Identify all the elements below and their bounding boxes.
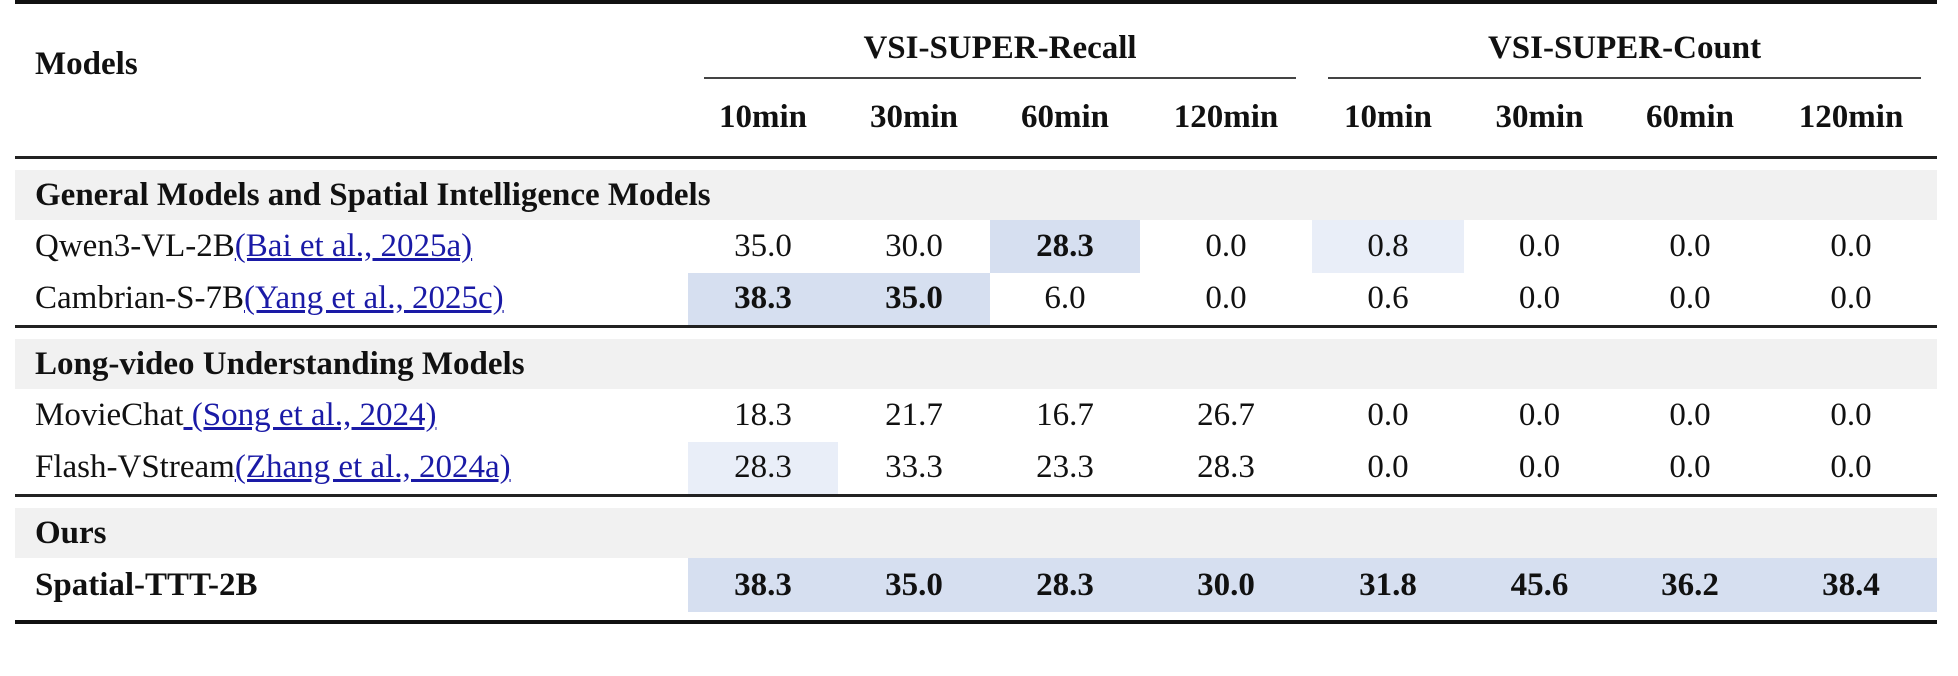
score-cell: 18.3: [734, 397, 792, 433]
score-cell: 36.2: [1615, 558, 1766, 612]
score-cell: 35.0: [838, 273, 990, 326]
score-cell: 0.0: [1669, 280, 1711, 317]
duration-header: 10min: [718, 98, 807, 135]
score-cell: 30.0: [885, 228, 943, 264]
table-row: Qwen3-VL-2B(Bai et al., 2025a) 35.0 30.0 28…: [15, 220, 1937, 273]
section-title: General Models and Spatial Intelligence …: [15, 170, 1938, 220]
table-row: MovieChat (Song et al., 2024) 18.3 21.7 16.…: [15, 389, 1937, 442]
score-cell: 0.6: [1367, 280, 1409, 317]
score-cell: 0.0: [1367, 449, 1409, 486]
section-title: Ours: [15, 508, 1938, 558]
score-cell: 35.0: [734, 228, 792, 264]
score-cell: 26.7: [1197, 397, 1255, 433]
score-cell: 28.3: [1197, 449, 1255, 486]
results-table-container: Models VSI-SUPER-Recall VSI-SUPER-Count …: [15, 0, 1938, 624]
score-cell: 23.3: [1036, 449, 1094, 486]
score-cell: 0.0: [1518, 228, 1561, 264]
model-name: Flash-VStream: [35, 449, 235, 486]
score-cell: 0.0: [1518, 397, 1561, 433]
score-cell: 33.3: [885, 449, 943, 486]
section-rule: [15, 326, 1938, 339]
model-name: Qwen3-VL-2B: [35, 228, 235, 264]
header-row-durations: 10min 30min 60min 120min 10min 30min 60m…: [15, 79, 1937, 157]
score-cell: 28.3: [990, 220, 1140, 273]
duration-header: 10min: [1344, 98, 1433, 135]
group-label: VSI-SUPER-Count: [1328, 30, 1922, 79]
model-cell: Spatial-TTT-2B: [15, 558, 688, 612]
score-cell: 0.0: [1830, 449, 1872, 486]
score-cell: 0.0: [1830, 280, 1872, 317]
score-cell: 28.3: [688, 442, 838, 495]
model-cell: Cambrian-S-7B(Yang et al., 2025c): [15, 273, 688, 326]
score-cell: 38.3: [688, 558, 838, 612]
score-cell: 0.0: [1669, 228, 1711, 264]
group-header-count: VSI-SUPER-Count: [1312, 2, 1937, 79]
section-header: Ours: [15, 508, 1938, 558]
score-cell: 0.0: [1669, 449, 1711, 486]
models-header: Models: [35, 46, 138, 83]
score-cell: 45.6: [1464, 558, 1616, 612]
score-cell: 0.0: [1367, 397, 1409, 433]
model-name: Cambrian-S-7B: [35, 280, 244, 317]
table-row: Spatial-TTT-2B 38.3 35.0 28.3 30.0 31.8 45.6 36…: [15, 558, 1938, 612]
score-cell: 0.0: [1830, 397, 1872, 433]
results-table: Models VSI-SUPER-Recall VSI-SUPER-Count …: [15, 0, 1938, 624]
duration-header: 60min: [1020, 98, 1109, 135]
score-cell: 21.7: [885, 397, 943, 433]
section-header: General Models and Spatial Intelligence …: [15, 170, 1938, 220]
group-header-recall: VSI-SUPER-Recall: [688, 2, 1312, 79]
citation-link[interactable]: (Zhang et al., 2024a): [234, 449, 511, 486]
duration-header: 120min: [1173, 98, 1279, 135]
score-cell: 0.8: [1312, 220, 1465, 273]
score-cell: 16.7: [1036, 397, 1094, 433]
score-cell: 38.3: [688, 273, 838, 326]
duration-header: 30min: [869, 98, 958, 135]
score-cell: 30.0: [1140, 558, 1313, 612]
header-row-groups: Models VSI-SUPER-Recall VSI-SUPER-Count: [15, 2, 1938, 82]
section-rule: [15, 495, 1938, 508]
section-header: Long-video Understanding Models: [15, 339, 1938, 389]
table-row: Cambrian-S-7B(Yang et al., 2025c) 38.3 35.…: [15, 273, 1937, 326]
model-name: MovieChat: [35, 397, 184, 433]
model-cell: MovieChat (Song et al., 2024): [15, 389, 688, 442]
citation-link[interactable]: (Song et al., 2024): [183, 397, 437, 433]
score-cell: 35.0: [838, 558, 990, 612]
model-cell: Qwen3-VL-2B(Bai et al., 2025a): [15, 220, 688, 273]
score-cell: 0.0: [1830, 228, 1872, 264]
model-name: Spatial-TTT-2B: [35, 566, 258, 603]
duration-header: 60min: [1646, 98, 1735, 135]
score-cell: 0.0: [1518, 280, 1561, 317]
model-cell: Flash-VStream(Zhang et al., 2024a): [15, 442, 688, 495]
table-row: Flash-VStream(Zhang et al., 2024a) 28.3 33…: [15, 442, 1937, 495]
score-cell: 31.8: [1312, 558, 1465, 612]
citation-link[interactable]: (Bai et al., 2025a): [234, 228, 473, 264]
group-label: VSI-SUPER-Recall: [704, 30, 1297, 79]
bottom-rule: [15, 612, 1938, 622]
score-cell: 28.3: [990, 558, 1140, 612]
score-cell: 0.0: [1518, 449, 1561, 486]
score-cell: 38.4: [1765, 558, 1938, 612]
citation-link[interactable]: (Yang et al., 2025c): [243, 280, 504, 317]
score-cell: 6.0: [1044, 280, 1086, 317]
score-cell: 0.0: [1669, 397, 1711, 433]
section-title: Long-video Understanding Models: [15, 339, 1938, 389]
section-rule: [15, 157, 1938, 170]
score-cell: 0.0: [1205, 228, 1247, 264]
duration-header: 30min: [1495, 98, 1584, 135]
duration-header: 120min: [1798, 98, 1904, 135]
score-cell: 0.0: [1205, 280, 1247, 317]
